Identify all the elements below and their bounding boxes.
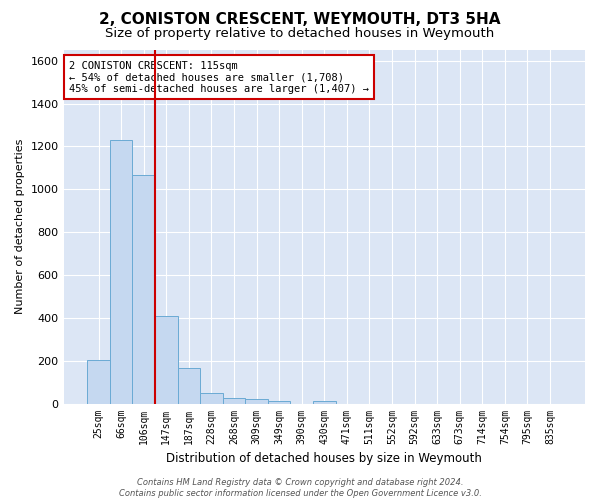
Bar xyxy=(200,394,223,404)
Bar xyxy=(223,398,245,404)
Text: Contains HM Land Registry data © Crown copyright and database right 2024.
Contai: Contains HM Land Registry data © Crown c… xyxy=(119,478,481,498)
Bar xyxy=(87,360,110,404)
Bar xyxy=(245,400,268,404)
Text: 2 CONISTON CRESCENT: 115sqm
← 54% of detached houses are smaller (1,708)
45% of : 2 CONISTON CRESCENT: 115sqm ← 54% of det… xyxy=(69,60,369,94)
Bar xyxy=(178,368,200,404)
Bar xyxy=(110,140,133,404)
Y-axis label: Number of detached properties: Number of detached properties xyxy=(15,139,25,314)
Bar xyxy=(155,316,178,404)
Text: Size of property relative to detached houses in Weymouth: Size of property relative to detached ho… xyxy=(106,28,494,40)
Bar xyxy=(268,401,290,404)
Bar xyxy=(313,401,335,404)
Text: 2, CONISTON CRESCENT, WEYMOUTH, DT3 5HA: 2, CONISTON CRESCENT, WEYMOUTH, DT3 5HA xyxy=(99,12,501,28)
Bar xyxy=(133,176,155,404)
X-axis label: Distribution of detached houses by size in Weymouth: Distribution of detached houses by size … xyxy=(166,452,482,465)
